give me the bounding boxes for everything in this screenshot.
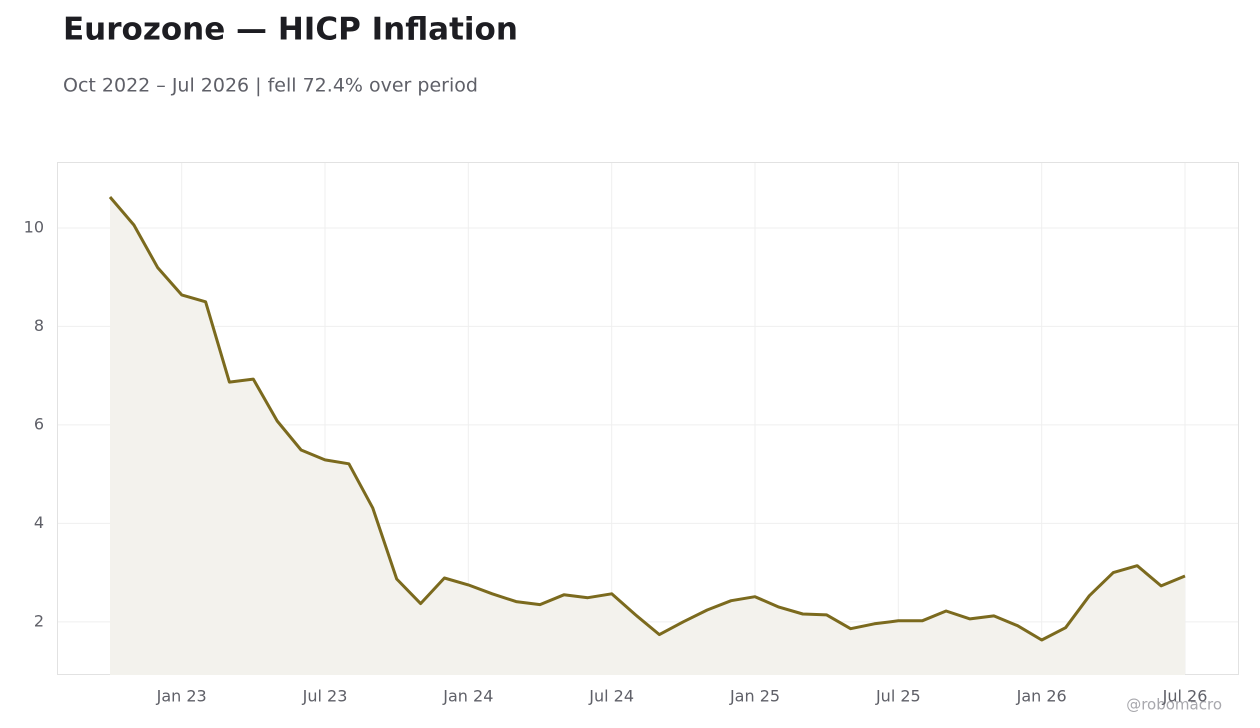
line bbox=[108, 196, 1186, 642]
chart-title: Eurozone — HICP Inflation bbox=[63, 12, 518, 48]
area bbox=[110, 197, 1185, 675]
x-tick-label: Jul 26 bbox=[1162, 687, 1208, 706]
y-tick-label: 8 bbox=[34, 316, 44, 335]
x-tick-label: Jul 23 bbox=[302, 687, 348, 706]
x-tick-label: Jul 24 bbox=[588, 687, 634, 706]
x-tick-label: Jan 26 bbox=[1016, 687, 1067, 706]
x-tick-label: Jan 23 bbox=[156, 687, 207, 706]
x-tick-label: Jul 25 bbox=[875, 687, 921, 706]
y-tick-label: 10 bbox=[24, 217, 44, 236]
chart-subtitle: Oct 2022 – Jul 2026 | fell 72.4% over pe… bbox=[63, 75, 478, 97]
watermark: @robomacro bbox=[1126, 696, 1222, 714]
x-tick-label: Jan 25 bbox=[729, 687, 780, 706]
y-tick-label: 6 bbox=[34, 414, 44, 433]
y-tick-label: 4 bbox=[34, 513, 44, 532]
y-tick-label: 2 bbox=[34, 611, 44, 630]
x-tick-label: Jan 24 bbox=[442, 687, 493, 706]
